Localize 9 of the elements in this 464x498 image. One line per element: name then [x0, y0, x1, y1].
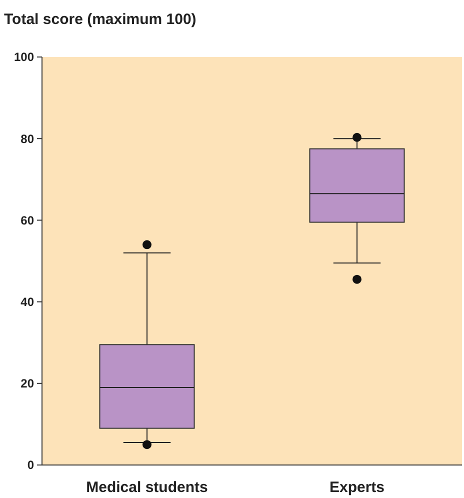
- y-tick-label: 0: [27, 458, 34, 472]
- y-tick-label: 80: [20, 132, 34, 146]
- chart-title: Total score (maximum 100): [4, 11, 196, 28]
- y-tick-label: 20: [20, 376, 34, 391]
- y-tick-label: 60: [20, 213, 34, 228]
- x-tick-label: Experts: [329, 479, 385, 496]
- y-tick-label: 40: [20, 295, 34, 309]
- x-tick-label: Medical students: [86, 479, 208, 496]
- y-tick-label: 100: [14, 50, 34, 64]
